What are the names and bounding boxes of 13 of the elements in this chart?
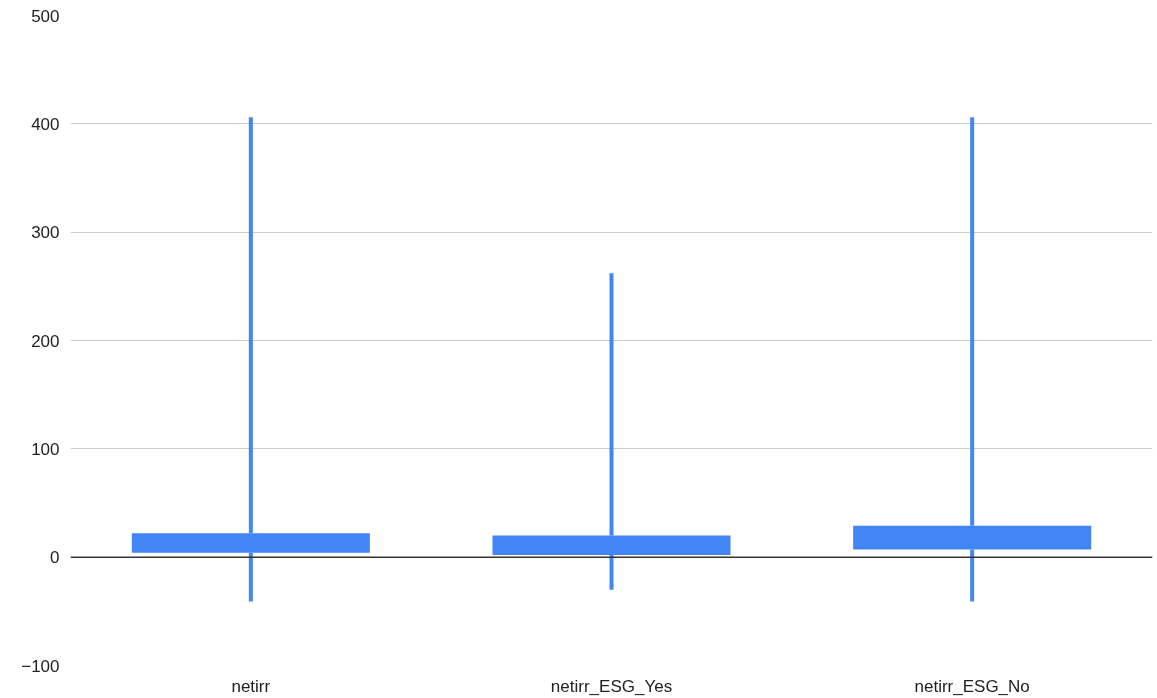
y-tick-label: 0 [50,548,60,568]
y-tick-label: 300 [31,223,60,243]
x-tick-label: netirr_ESG_No [914,676,1030,696]
candlestick [131,117,370,602]
candlestick [853,117,1092,602]
y-tick-label: 500 [31,6,60,26]
y-tick-label: 200 [31,331,60,351]
x-tick-label: netirr [231,676,271,696]
y-tick-label: 100 [31,439,60,459]
candlestick [492,273,731,590]
y-tick-label: 400 [31,114,60,134]
x-tick-label: netirr_ESG_Yes [550,676,673,696]
y-tick-label: −100 [21,656,60,676]
